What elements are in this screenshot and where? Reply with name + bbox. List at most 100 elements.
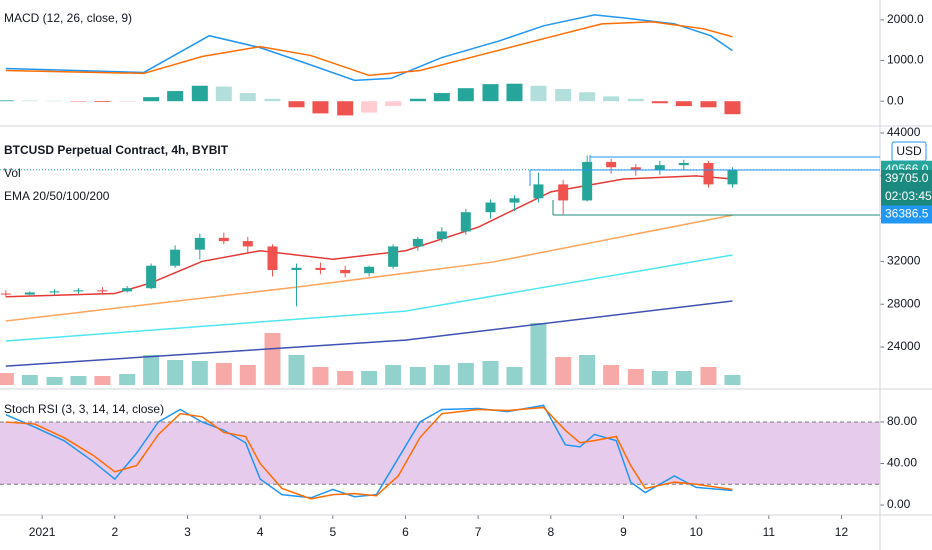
candle-body [412,238,423,247]
histogram-bar [555,89,572,102]
candle-body [122,288,133,292]
volume-bar [264,333,281,385]
histogram-bar [167,91,184,102]
y-tick-label: 2000.0 [887,12,924,26]
price-label-box [881,205,932,224]
line [5,254,733,342]
candle-body [24,292,35,295]
histogram-bar [312,101,329,114]
candle-body [727,169,738,185]
candle-body [703,162,714,185]
volume-bar [651,371,668,385]
candle-body [533,184,544,199]
histogram-bar [603,96,620,102]
line [5,21,733,77]
volume-bar [70,376,87,385]
volume-bar [530,323,547,385]
x-tick-label: 11 [763,525,776,539]
line [5,404,733,499]
candle-body [364,266,375,274]
histogram-bar [433,93,450,102]
candle-body [582,161,593,201]
histogram-bar [700,101,717,108]
histogram-bar [506,83,523,102]
x-tick-label: 2021 [29,525,56,539]
histogram-bar [21,100,38,102]
histogram-bar [675,101,692,107]
x-tick-label: 5 [329,525,336,539]
candle-body [267,246,278,270]
volume-bar [579,355,596,385]
volume-bar [482,361,499,385]
symbol-title: BTCUSD Perpetual Contract, 4h, BYBIT [4,143,229,157]
price-label-box [881,169,932,188]
histogram-bar [724,101,741,115]
candle-body [73,290,84,292]
y-tick-label: 80.00 [887,414,917,428]
volume-bar [700,367,717,385]
histogram-bar [264,98,281,102]
y-tick-label: 32000 [887,254,921,268]
line [5,175,733,298]
histogram-bar [530,85,547,102]
x-tick-label: 3 [184,525,191,539]
histogram-bar [651,101,668,104]
volume-bar [555,357,572,385]
volume-bar [506,367,523,385]
histogram-bar [385,101,402,107]
x-tick-label: 12 [835,525,849,539]
candle-body [97,290,108,292]
histogram-bar [409,98,426,102]
histogram-bar [337,101,354,116]
macd-title: MACD (12, 26, close, 9) [4,11,132,25]
band [0,421,880,485]
x-tick-label: 7 [475,525,482,539]
histogram-bar [239,93,256,102]
volume-bar [167,360,184,385]
candle-body [218,237,229,242]
histogram-bar [457,88,474,102]
layers: 2000.01000.00.02400028000320003600040000… [0,12,924,539]
candle-body [388,246,399,267]
x-tick-label: 10 [689,525,703,539]
volume-bar [385,365,402,385]
volume-bar [312,367,329,385]
volume-bar [675,371,692,385]
x-tick-label: 6 [402,525,409,539]
stoch-title: Stoch RSI (3, 3, 14, 14, close) [4,402,164,416]
volume-bar [361,371,378,385]
x-tick-label: 8 [547,525,554,539]
candle-body [606,161,617,168]
volume-title: Vol [4,166,21,180]
y-tick-label: 44000 [887,125,921,139]
volume-bar [288,355,305,385]
countdown: 02:03:45 [885,189,932,203]
candle-body [460,212,471,232]
volume-bar [409,367,426,385]
candle-body [654,165,665,171]
histogram-bar [119,101,136,102]
volume-bar [94,376,111,385]
histogram-bar [482,84,499,102]
volume-bar [724,375,741,385]
histogram-bar [94,101,111,103]
candle-body [0,293,11,295]
histogram-bar [361,101,378,113]
volume-bar [627,369,644,385]
x-tick-label: 2 [111,525,118,539]
line [5,406,733,500]
volume-bar [191,361,208,385]
volume-bar [215,363,232,385]
candle-body [194,237,205,250]
candle-body [509,198,520,203]
volume-bar [337,371,354,385]
y-tick-label: 40.00 [887,456,917,470]
candle-body [678,162,689,166]
candle-body [436,231,447,239]
candle-body [170,249,181,266]
price-label: 36386.5 [885,207,929,221]
line [5,300,733,367]
y-tick-label: 0.0 [887,93,904,107]
currency[interactable]: USD [896,144,922,158]
